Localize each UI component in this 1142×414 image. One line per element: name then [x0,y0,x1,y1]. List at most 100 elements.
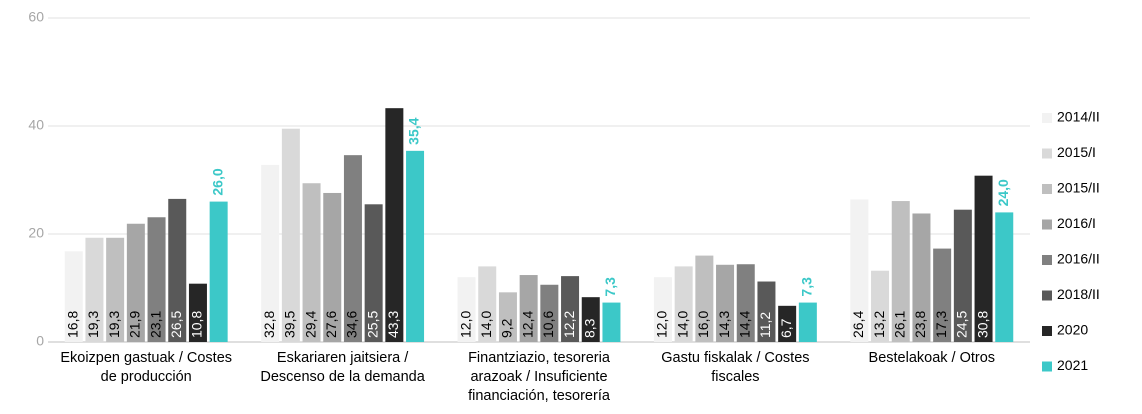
data-label: 13,2 [871,311,887,338]
bar [995,212,1014,342]
y-tick-label: 0 [36,333,44,349]
data-label: 26,1 [891,311,907,338]
data-label: 7,3 [602,277,618,297]
bar [281,128,300,342]
data-label: 14,0 [478,311,494,338]
legend-swatch [1042,184,1052,194]
bar [912,213,931,342]
data-label: 27,6 [323,311,339,338]
data-label: 6,7 [778,318,794,338]
y-tick-label: 60 [28,9,44,25]
bar [406,150,425,342]
x-tick-label: Finantziazio, tesoreria arazoak / Insufi… [468,350,610,404]
legend-label: 2020 [1057,322,1088,338]
data-label: 26,4 [850,311,866,338]
legend-swatch [1042,219,1052,230]
legend-label: 2021 [1057,357,1088,373]
bar [778,305,797,342]
bar [64,251,83,342]
bar [736,264,755,342]
data-label: 16,0 [695,311,711,338]
legend-swatch [1042,113,1052,123]
legend-label: 2015/I [1057,144,1096,160]
bar [561,276,580,342]
data-label: 19,3 [106,311,122,338]
bar [188,283,207,342]
data-label: 26,0 [209,168,225,195]
data-label: 12,2 [561,311,577,338]
data-label: 24,0 [995,179,1011,206]
bar [891,201,910,342]
bar [302,183,321,342]
bar [581,297,600,342]
bar [757,281,776,342]
data-label: 17,3 [933,311,949,338]
data-label: 43,3 [385,311,401,338]
data-label: 14,3 [716,311,732,338]
data-label: 14,4 [736,311,752,338]
bar [602,302,621,342]
data-label: 23,8 [912,311,928,338]
data-label: 8,3 [581,318,597,338]
legend-swatch [1042,255,1052,265]
data-label: 35,4 [406,117,422,144]
bar [716,264,735,342]
bar [953,209,972,342]
x-tick-label: Ekoizpen gastuak / Costes de producción [60,350,233,385]
x-tick-label: Gastu fiskalak / Costes fiscales [661,350,810,385]
data-label: 30,8 [974,311,990,338]
legend-label: 2015/II [1057,180,1100,196]
bar [933,248,952,342]
legend-swatch [1042,361,1052,372]
bar [147,217,166,342]
data-label: 12,0 [457,311,473,338]
data-label: 12,4 [519,311,535,338]
data-label: 7,3 [799,277,815,297]
data-label: 24,5 [954,311,970,338]
bar [106,237,125,342]
data-label: 14,0 [674,311,690,338]
data-label: 19,3 [85,311,101,338]
bar [519,275,538,342]
bar [323,192,342,342]
data-label: 39,5 [282,311,298,338]
data-label: 25,5 [364,311,380,338]
legend-label: 2016/I [1057,215,1096,231]
y-tick-label: 20 [28,225,44,241]
data-label: 34,6 [344,311,360,338]
bar [871,270,890,342]
bar [85,237,104,342]
bar [364,204,383,342]
bar [126,223,145,342]
data-label: 11,2 [757,312,773,338]
x-tick-label: Bestelakoak / Otros [868,350,996,366]
data-label: 32,8 [261,311,277,338]
legend-swatch [1042,148,1052,159]
bar [168,198,187,342]
bar [457,277,476,342]
y-tick-label: 40 [28,117,44,133]
data-label: 26,5 [168,311,184,338]
bar [498,292,517,342]
data-label: 12,0 [654,311,670,338]
legend-swatch [1042,290,1052,301]
bar [343,155,362,342]
bar [261,164,280,342]
data-label: 16,8 [64,311,80,338]
data-label: 10,6 [540,311,556,338]
bar [540,284,559,342]
bar [674,266,693,342]
x-tick-label: Eskariaren jaitsiera / Descenso de la de… [260,350,425,385]
legend-label: 2016/II [1057,251,1100,267]
legend-label: 2018/II [1057,286,1100,302]
data-label: 29,4 [302,311,318,338]
bar [653,277,672,342]
legend-swatch [1042,326,1052,336]
bar [850,199,869,342]
legend-label: 2014/II [1057,109,1100,125]
bar [695,255,714,342]
data-label: 10,8 [189,311,205,338]
data-label: 9,2 [499,318,515,338]
